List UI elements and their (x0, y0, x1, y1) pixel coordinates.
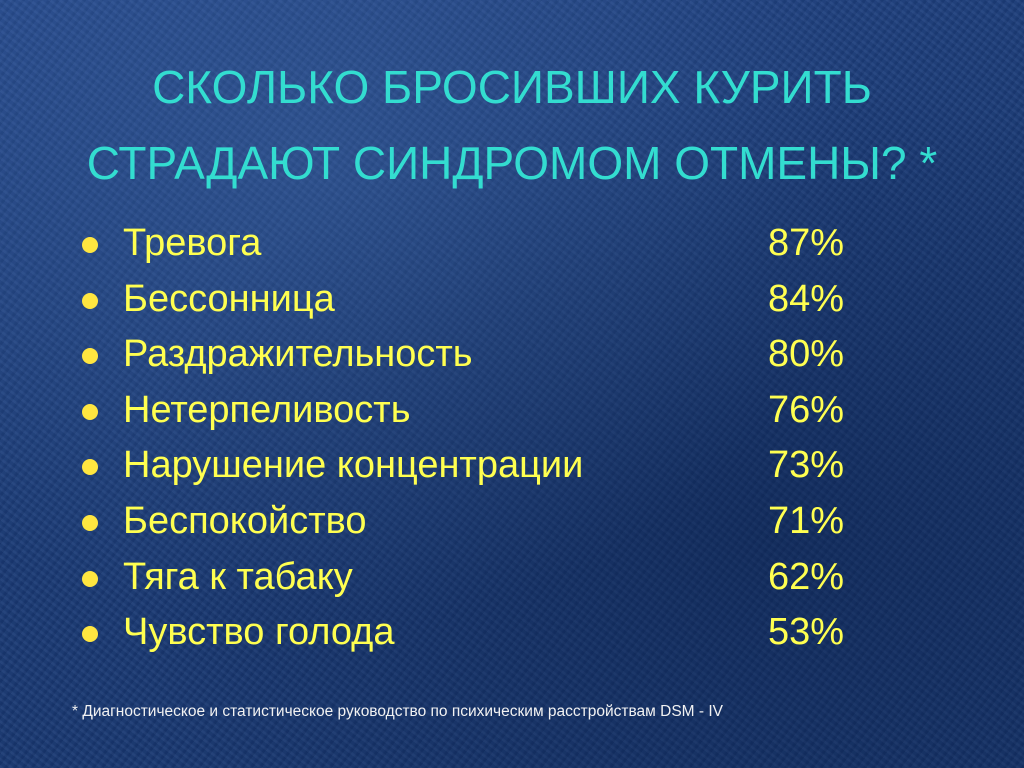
list-item: Тревога 87% (82, 216, 902, 272)
bullet-icon (82, 403, 98, 420)
list-item: Беспокойство 71% (82, 494, 902, 550)
symptom-label: Бессонница (123, 277, 335, 320)
symptom-label: Беспокойство (123, 499, 367, 542)
symptom-percent: 53% (768, 611, 845, 654)
slide-title-line-1: СКОЛЬКО БРОСИВШИХ КУРИТЬ (152, 61, 872, 113)
bullet-icon (82, 348, 98, 365)
bullet-icon (82, 570, 98, 587)
symptom-list: Тревога 87% Бессонница 84% Раздражительн… (82, 216, 902, 661)
symptom-label: Тревога (123, 222, 262, 264)
footnote: * Диагностическое и статистическое руков… (72, 703, 723, 720)
symptom-percent: 71% (768, 499, 845, 542)
list-item: Нарушение концентрации 73% (82, 438, 902, 494)
symptom-percent: 80% (768, 333, 845, 376)
symptom-label: Чувство голода (123, 611, 395, 654)
symptom-percent: 84% (768, 277, 845, 320)
list-item: Тяга к табаку 62% (82, 550, 902, 606)
symptom-label: Тяга к табаку (123, 555, 353, 598)
symptom-percent: 73% (768, 444, 845, 487)
slide-title-line-2: СТРАДАЮТ СИНДРОМОМ ОТМЕНЫ? * (86, 137, 938, 189)
list-item: Чувство голода 53% (82, 605, 902, 661)
bullet-icon (82, 292, 98, 309)
symptom-label: Раздражительность (123, 333, 473, 376)
list-item: Раздражительность 80% (82, 327, 902, 383)
symptom-percent: 76% (768, 388, 845, 431)
list-item: Нетерпеливость 76% (82, 383, 902, 439)
list-item: Бессонница 84% (82, 272, 902, 328)
bullet-icon (82, 626, 98, 643)
symptom-label: Нетерпеливость (123, 388, 411, 431)
bullet-icon (82, 459, 98, 476)
symptom-percent: 87% (768, 222, 845, 264)
symptom-percent: 62% (768, 555, 845, 598)
symptom-label: Нарушение концентрации (123, 444, 584, 487)
bullet-icon (82, 237, 98, 253)
bullet-icon (82, 514, 98, 531)
